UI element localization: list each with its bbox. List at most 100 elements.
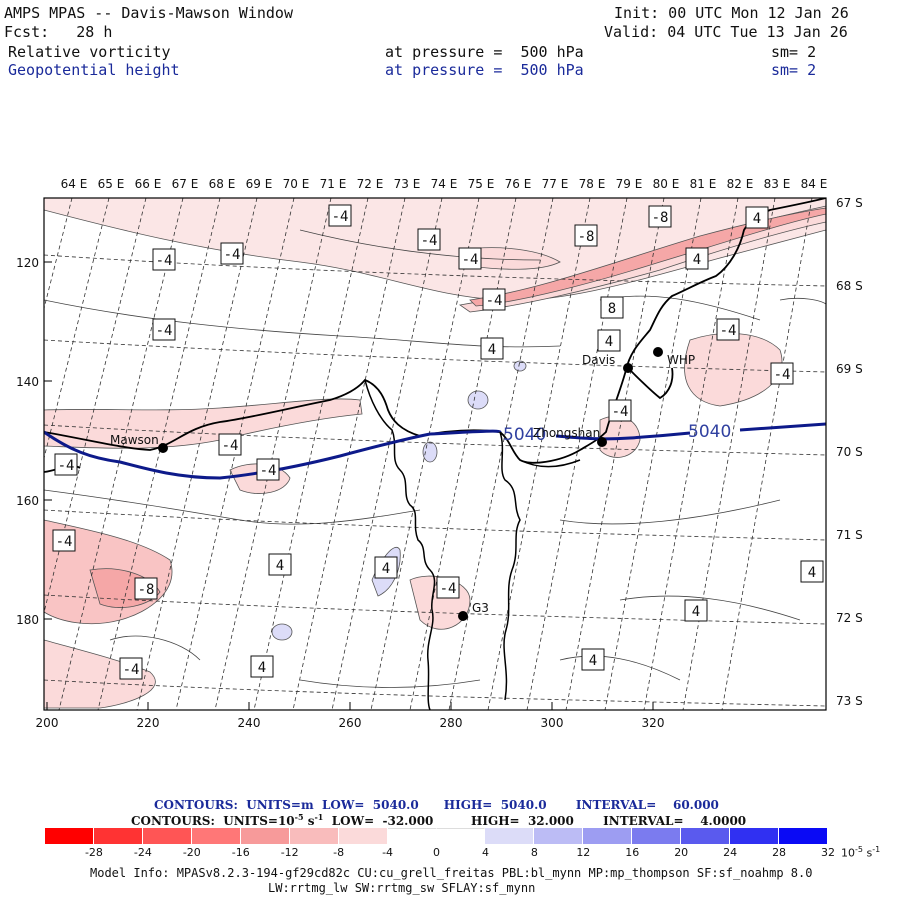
vorticity-label: 4 bbox=[685, 247, 709, 270]
height-contour-info: CONTOURS: UNITS=m LOW= 5040.0 HIGH= 5040… bbox=[154, 798, 719, 812]
svg-text:-4: -4 bbox=[612, 404, 629, 420]
colorbar-swatch bbox=[583, 828, 633, 844]
latitude-tick-label: 70 S bbox=[836, 445, 863, 459]
longitude-line bbox=[44, 198, 110, 460]
colorbar-swatch bbox=[45, 828, 94, 844]
svg-text:4: 4 bbox=[589, 653, 597, 669]
colorbar-swatch bbox=[338, 828, 388, 844]
colorbar-label: -24 bbox=[133, 846, 152, 859]
longitude-tick-label: 65 E bbox=[98, 177, 125, 191]
svg-text:4: 4 bbox=[753, 211, 761, 227]
svg-text:-4: -4 bbox=[774, 367, 791, 383]
longitude-tick-label: 79 E bbox=[616, 177, 643, 191]
vorticity-label: 4 bbox=[268, 553, 292, 576]
vorticity-label: 4 bbox=[597, 329, 621, 352]
colorbar-unit: 10-5 s-1 bbox=[841, 845, 881, 860]
colorbar-label: -16 bbox=[231, 846, 250, 859]
longitude-gridlines bbox=[44, 198, 813, 710]
colorbar-label: 4 bbox=[481, 846, 489, 859]
svg-text:4: 4 bbox=[276, 558, 284, 574]
page-title: AMPS MPAS -- Davis-Mawson Window bbox=[4, 4, 293, 22]
y-tick-label: 160 bbox=[16, 494, 39, 508]
longitude-tick-label: 80 E bbox=[653, 177, 680, 191]
longitude-tick-label: 66 E bbox=[135, 177, 162, 191]
vorticity-label: -8 bbox=[574, 224, 598, 247]
model-info-line2: LW:rrtmg_lw SW:rrtmg_sw SFLAY:sf_mynn bbox=[268, 881, 536, 895]
axis-ticks: 64 E 65 E 66 E 67 E 68 E 69 E 70 E 71 E 72 E 73 E… bbox=[16, 177, 863, 730]
colorbar-label: 0 bbox=[433, 846, 440, 859]
vorticity-label: -8 bbox=[134, 577, 158, 600]
vorticity-label: 4 bbox=[374, 556, 398, 579]
model-info-line1: Model Info: MPASv8.2.3-194-gf29cd82c CU:… bbox=[90, 866, 813, 880]
longitude-line bbox=[214, 198, 332, 710]
colorbar-label: -4 bbox=[382, 846, 394, 859]
g3-station-marker bbox=[458, 611, 468, 621]
vorticity-label: 4 bbox=[745, 206, 769, 229]
y-tick-label: 180 bbox=[16, 613, 39, 627]
svg-text:4: 4 bbox=[692, 604, 700, 620]
mawson-station-marker bbox=[158, 443, 168, 453]
vorticity-label: 4 bbox=[250, 655, 274, 678]
longitude-tick-label: 73 E bbox=[394, 177, 421, 191]
vorticity-label: -4 bbox=[54, 453, 78, 476]
height-contour-label-2: 5040 bbox=[688, 422, 731, 442]
colorbar-swatch bbox=[289, 828, 339, 844]
vorticity-label: 4 bbox=[800, 560, 824, 583]
colorbar-swatch bbox=[436, 828, 486, 844]
field2-smoothing: sm= 2 bbox=[771, 61, 817, 79]
vorticity-label: -4 bbox=[119, 657, 143, 680]
longitude-tick-label: 82 E bbox=[727, 177, 754, 191]
svg-text:4: 4 bbox=[808, 565, 816, 581]
latitude-tick-label: 68 S bbox=[836, 279, 863, 293]
svg-text:-4: -4 bbox=[720, 323, 737, 339]
vorticity-label: -4 bbox=[417, 228, 441, 251]
longitude-line bbox=[448, 198, 554, 710]
y-tick-label: 140 bbox=[16, 375, 39, 389]
map-frame bbox=[43, 197, 827, 711]
longitude-line bbox=[97, 198, 221, 710]
vorticity-label: 8 bbox=[600, 296, 624, 319]
vorticity-label: -4 bbox=[482, 288, 506, 311]
svg-text:-4: -4 bbox=[224, 247, 241, 263]
longitude-line bbox=[331, 198, 443, 710]
vorticity-label: -4 bbox=[436, 576, 460, 599]
vorticity-label: -4 bbox=[218, 433, 242, 456]
colorbar-label: -12 bbox=[280, 846, 299, 859]
svg-text:4: 4 bbox=[382, 561, 390, 577]
longitude-line bbox=[604, 198, 702, 710]
vorticity-label: -4 bbox=[608, 399, 632, 422]
g3-station-label: G3 bbox=[472, 601, 489, 615]
x-tick-label: 260 bbox=[339, 716, 362, 730]
svg-text:-4: -4 bbox=[58, 458, 75, 474]
colorbar-label: 24 bbox=[723, 846, 738, 859]
field1-name: Relative vorticity bbox=[8, 43, 171, 61]
x-tick-label: 280 bbox=[440, 716, 463, 730]
x-tick-label: 220 bbox=[137, 716, 160, 730]
latitude-tick-label: 73 S bbox=[836, 694, 863, 708]
longitude-tick-label: 84 E bbox=[801, 177, 828, 191]
vorticity-contour-info: CONTOURS: UNITS=10-5 s-1 LOW= -32.000 HI… bbox=[131, 812, 747, 828]
longitude-tick-label: 78 E bbox=[579, 177, 606, 191]
colorbar-label: 32 bbox=[821, 846, 835, 859]
colorbar-label: 28 bbox=[772, 846, 787, 859]
svg-text:8: 8 bbox=[608, 301, 616, 317]
svg-text:-8: -8 bbox=[578, 229, 595, 245]
height-contour-label-1: 5040 bbox=[503, 425, 546, 445]
svg-text:-4: -4 bbox=[332, 209, 349, 225]
svg-text:-4: -4 bbox=[56, 534, 73, 550]
colorbar-label: -28 bbox=[84, 846, 103, 859]
svg-text:4: 4 bbox=[488, 342, 496, 358]
stations: Mawson Davis WHP Zhongshan G3 bbox=[110, 347, 695, 621]
vorticity-label: -4 bbox=[256, 458, 280, 481]
colorbar-swatch bbox=[632, 828, 682, 844]
latitude-tick-label: 72 S bbox=[836, 611, 863, 625]
svg-text:-8: -8 bbox=[652, 210, 669, 226]
longitude-line bbox=[526, 198, 628, 710]
svg-text:-4: -4 bbox=[260, 463, 277, 479]
longitude-line bbox=[721, 198, 813, 710]
x-tick-label: 200 bbox=[36, 716, 59, 730]
colorbar-swatch bbox=[485, 828, 535, 844]
zhongshan-station-marker bbox=[597, 437, 607, 447]
vorticity-label: -8 bbox=[648, 205, 672, 228]
